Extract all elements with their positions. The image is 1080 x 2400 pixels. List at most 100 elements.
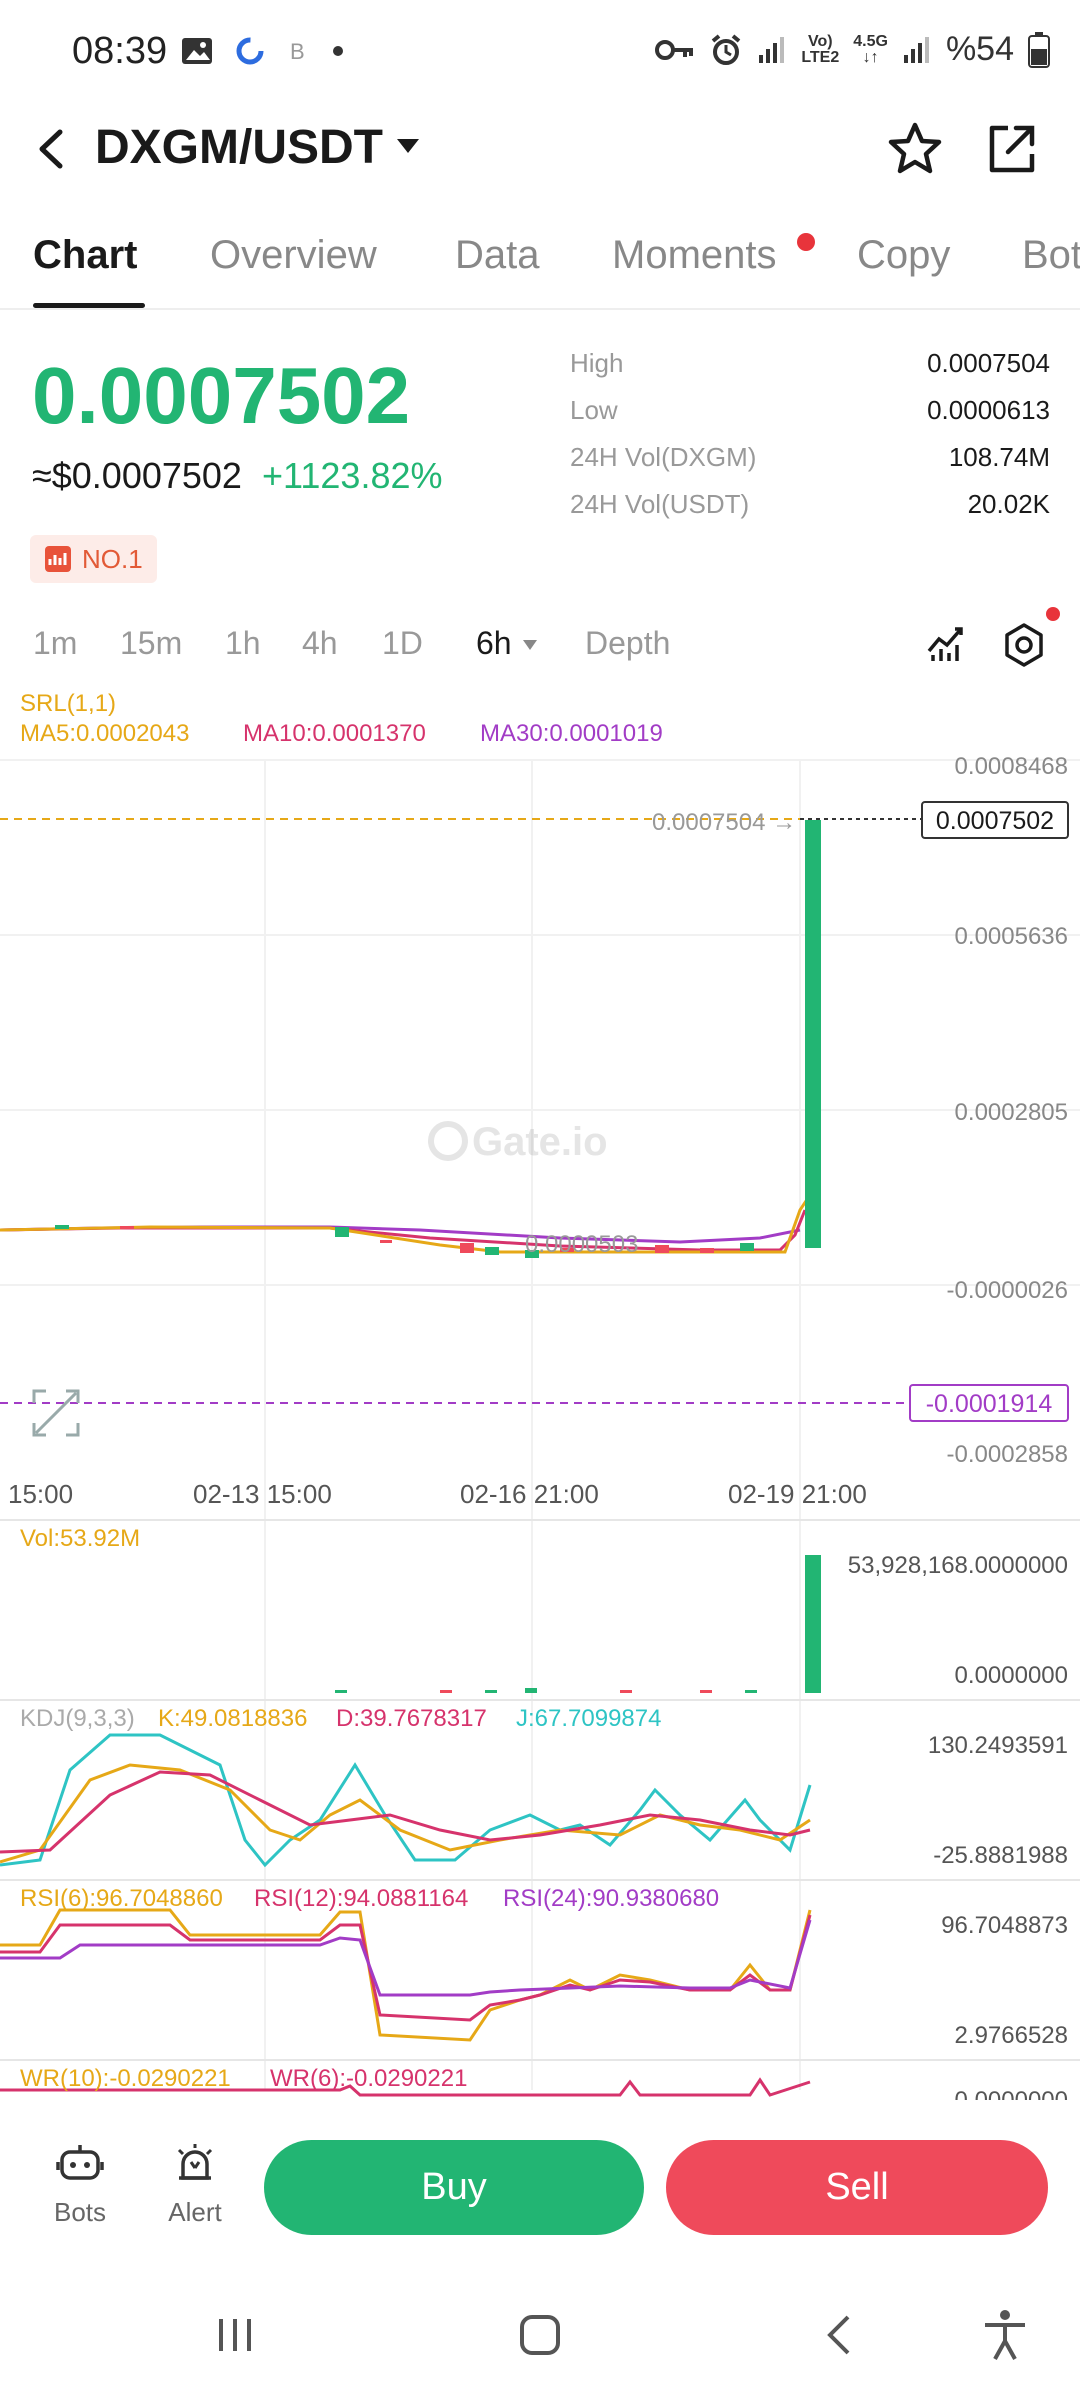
tab-moments[interactable]: Moments bbox=[612, 233, 777, 277]
header: DXGM/USDT bbox=[0, 110, 1080, 190]
system-nav-bar bbox=[0, 2265, 1080, 2400]
interval-1m[interactable]: 1m bbox=[33, 625, 78, 661]
caret-down-icon[interactable] bbox=[395, 136, 421, 156]
key-icon bbox=[655, 39, 694, 60]
tab-bar: Chart Overview Data Moments Copy Bots bbox=[0, 225, 1080, 310]
dot-icon bbox=[333, 46, 343, 56]
y-tick: 0.0005636 bbox=[955, 923, 1068, 950]
svg-text:Gate.io: Gate.io bbox=[472, 1120, 608, 1164]
section-separators bbox=[0, 1519, 1080, 2061]
y-tick: -0.0002858 bbox=[947, 1441, 1068, 1468]
settings-icon[interactable] bbox=[1000, 621, 1048, 669]
back-nav-icon[interactable] bbox=[810, 2305, 870, 2365]
status-time: 08:39 bbox=[72, 30, 168, 72]
rank-badge[interactable]: NO.1 bbox=[30, 535, 157, 583]
volume-bars bbox=[335, 1555, 821, 1693]
caret-down-icon[interactable] bbox=[522, 639, 538, 651]
alarm-icon bbox=[712, 33, 741, 65]
rsi24-legend: RSI(24):90.9380680 bbox=[503, 1885, 720, 1912]
x-tick: 15:00 bbox=[8, 1479, 73, 1509]
y-tick: -0.0000026 bbox=[947, 1277, 1068, 1304]
tab-overview[interactable]: Overview bbox=[210, 233, 377, 277]
battery-percent: %54 bbox=[945, 30, 1014, 68]
rsi6-line bbox=[0, 1908, 812, 2042]
image-icon bbox=[182, 38, 212, 64]
kdj-j-legend: J:67.7099874 bbox=[516, 1705, 662, 1732]
ma30-legend: MA30:0.0001019 bbox=[480, 720, 663, 747]
last-price-tag: 0.0007502 bbox=[921, 801, 1069, 839]
action-bar: Bots Alert Buy Sell bbox=[0, 2100, 1080, 2265]
stat-vol-quote: 24H Vol(USDT) 20.02K bbox=[570, 489, 1050, 519]
interval-4h[interactable]: 4h bbox=[302, 625, 338, 661]
tab-data[interactable]: Data bbox=[455, 233, 540, 277]
accessibility-icon[interactable] bbox=[975, 2305, 1035, 2365]
low-marker: 0.0000503 bbox=[525, 1231, 638, 1258]
interval-6h[interactable]: 6h bbox=[476, 625, 512, 661]
grid bbox=[0, 759, 1080, 2090]
share-icon[interactable] bbox=[982, 120, 1040, 178]
vol-legend: Vol:53.92M bbox=[20, 1525, 141, 1552]
chart-rank-icon bbox=[45, 546, 71, 572]
stats-panel: High 0.0007504 Low 0.0000613 24H Vol(DXGM)… bbox=[570, 340, 1050, 528]
kdj-k-legend: K:49.0818836 bbox=[158, 1705, 308, 1732]
battery-icon bbox=[1028, 31, 1050, 68]
kdj-d-line bbox=[0, 1770, 811, 1854]
last-price: 0.0007502 bbox=[32, 351, 411, 440]
status-bar: 08:39 B Vo) LTE2 4.5G ↓↑ %54 bbox=[0, 0, 1080, 105]
rsi12-legend: RSI(12):94.0881164 bbox=[254, 1885, 469, 1912]
x-tick: 02-19 21:00 bbox=[728, 1479, 867, 1509]
star-icon[interactable] bbox=[886, 120, 944, 178]
srl-legend: SRL(1,1) bbox=[20, 690, 117, 717]
g-app-icon bbox=[236, 37, 264, 65]
stat-vol-base: 24H Vol(DXGM) 108.74M bbox=[570, 442, 1050, 472]
candles bbox=[55, 1225, 754, 1258]
settings-notification-dot bbox=[1046, 607, 1060, 621]
vol-max: 53,928,168.0000000 bbox=[848, 1552, 1068, 1579]
kdj-max: 130.2493591 bbox=[928, 1732, 1068, 1759]
interval-1h[interactable]: 1h bbox=[225, 625, 261, 661]
ma5-legend: MA5:0.0002043 bbox=[20, 720, 190, 747]
stat-low: Low 0.0000613 bbox=[570, 395, 1050, 425]
wr-max: 0.0000000 bbox=[955, 2087, 1068, 2100]
rank-label: NO.1 bbox=[82, 543, 143, 574]
tab-copy[interactable]: Copy bbox=[857, 233, 951, 277]
ma5-line bbox=[0, 1194, 812, 1254]
sell-button[interactable]: Sell bbox=[666, 2140, 1048, 2235]
tab-chart[interactable]: Chart bbox=[33, 233, 138, 277]
kdj-min: -25.8881988 bbox=[933, 1842, 1068, 1869]
fullscreen-icon[interactable] bbox=[32, 1389, 80, 1437]
robot-icon bbox=[56, 2145, 104, 2180]
svg-text:0.0007502: 0.0007502 bbox=[936, 807, 1054, 835]
svg-text:-0.0001914: -0.0001914 bbox=[926, 1390, 1053, 1418]
kdj-legend: KDJ(9,3,3) bbox=[20, 1705, 135, 1732]
b-app-icon: B bbox=[290, 39, 305, 64]
crosshair-tag: -0.0001914 bbox=[909, 1384, 1069, 1422]
chart-area[interactable]: Gate.io 0.0007504 → 0.0000503 bbox=[0, 690, 1080, 2100]
rsi-max: 96.7048873 bbox=[941, 1912, 1068, 1939]
buy-button[interactable]: Buy bbox=[264, 2140, 644, 2235]
interval-bar: 1m 15m 1h 4h 1D 6h Depth bbox=[0, 615, 1080, 680]
bots-button[interactable]: Bots bbox=[30, 2142, 130, 2228]
indicator-icon[interactable] bbox=[925, 621, 969, 665]
high-marker: 0.0007504 → bbox=[652, 809, 796, 836]
interval-1d[interactable]: 1D bbox=[382, 625, 423, 661]
interval-15m[interactable]: 15m bbox=[120, 625, 183, 661]
x-tick: 02-16 21:00 bbox=[460, 1479, 599, 1509]
last-candle bbox=[805, 820, 821, 1248]
pair-title[interactable]: DXGM/USDT bbox=[95, 121, 383, 174]
alarm-bell-icon bbox=[177, 2144, 213, 2180]
rsi-min: 2.9766528 bbox=[955, 2022, 1068, 2049]
signal-icon bbox=[759, 36, 785, 63]
y-tick: 0.0008468 bbox=[955, 753, 1068, 780]
alert-button[interactable]: Alert bbox=[145, 2142, 245, 2228]
vol-min: 0.0000000 bbox=[955, 1662, 1068, 1689]
home-icon[interactable] bbox=[510, 2305, 570, 2365]
kdj-d-legend: D:39.7678317 bbox=[336, 1705, 487, 1732]
recents-icon[interactable] bbox=[205, 2305, 265, 2365]
signal-icon-2 bbox=[903, 36, 929, 63]
chart-canvas[interactable]: Gate.io 0.0007504 → 0.0000503 bbox=[0, 690, 1080, 2100]
wr-line bbox=[0, 2077, 811, 2097]
tab-bots[interactable]: Bots bbox=[1022, 233, 1080, 277]
tab-depth[interactable]: Depth bbox=[585, 625, 671, 661]
back-icon[interactable] bbox=[28, 124, 78, 174]
